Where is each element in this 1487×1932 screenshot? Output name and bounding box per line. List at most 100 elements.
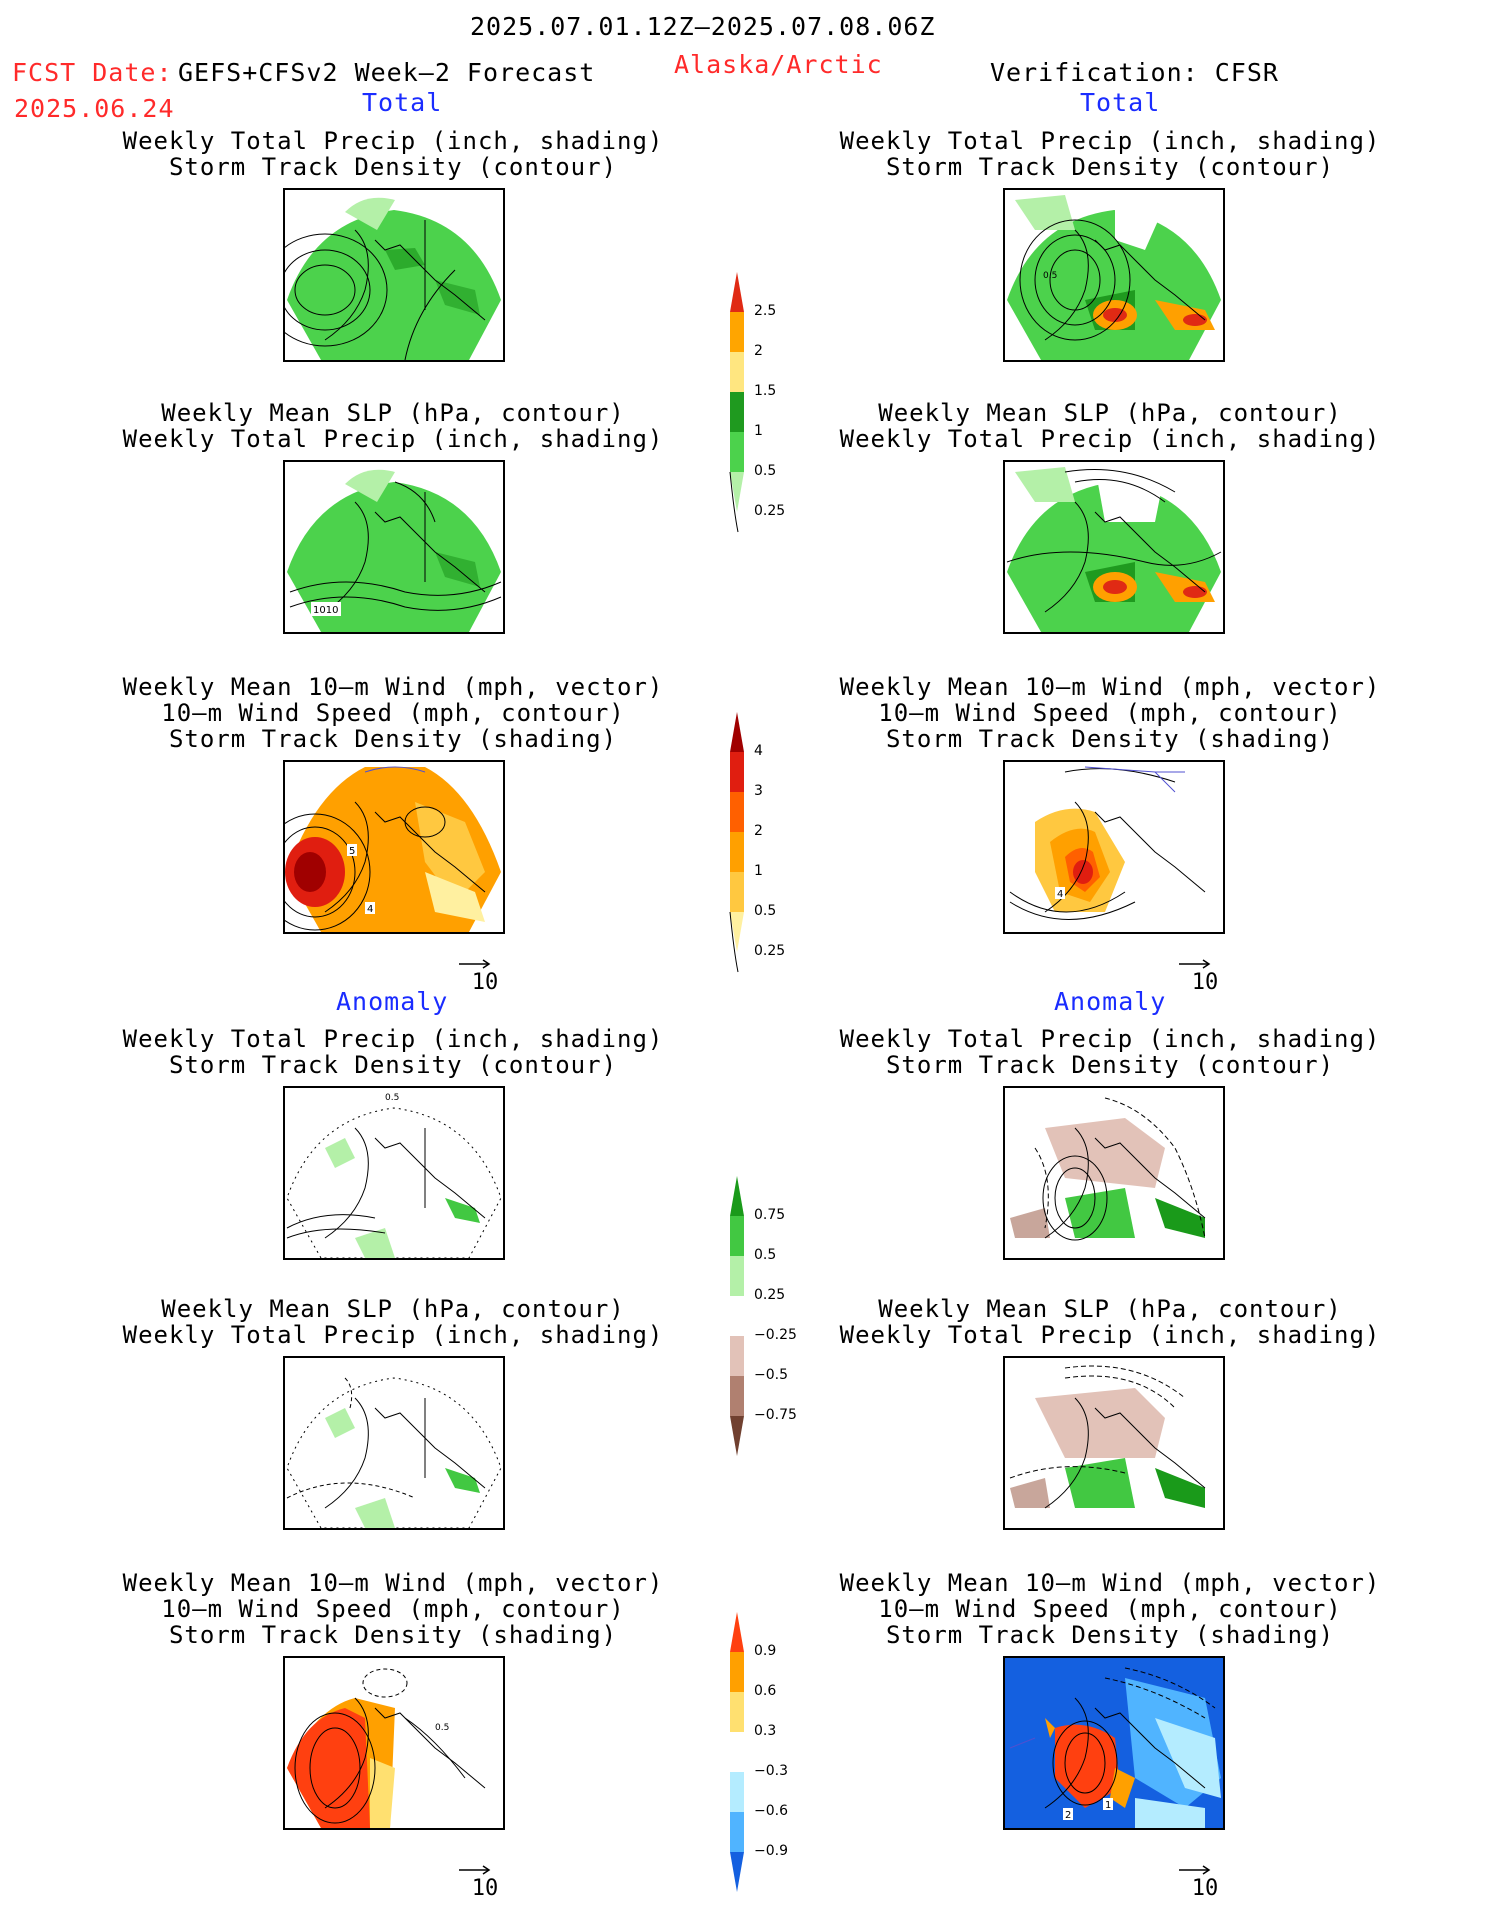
colorbar-tick-label: 2: [754, 823, 763, 839]
colorbar-swatch: [730, 872, 744, 912]
title-line: Weekly Total Precip (inch, shading): [839, 1025, 1381, 1053]
colorbar-swatch: [730, 272, 744, 312]
colorbar-swatch: [730, 832, 744, 872]
colorbar-swatch: [730, 1336, 744, 1376]
title-line: 10–m Wind Speed (mph, contour): [161, 699, 625, 727]
colorbar-tick-label: 4: [754, 743, 763, 759]
vector-ref-label: 10: [471, 970, 499, 995]
colorbar-swatch: [730, 912, 744, 952]
map-fcst-total-precip-storm: [283, 188, 505, 362]
colorbar-swatch: [730, 1376, 744, 1416]
title-line: Weekly Mean 10–m Wind (mph, vector): [839, 1569, 1381, 1597]
vector-arrow-icon: [459, 1865, 491, 1875]
colorbar-tick-label: −0.75: [754, 1407, 797, 1423]
colorbar-tick-label: 1.5: [754, 383, 777, 399]
colorbar-swatch: [730, 1852, 744, 1892]
colorbar-tick-label: 0.5: [754, 903, 777, 919]
title-line: Weekly Mean SLP (hPa, contour): [878, 399, 1342, 427]
colorbar-tick-label: 0.5: [754, 1247, 777, 1263]
title-line: Weekly Total Precip (inch, shading): [839, 127, 1381, 155]
colorbar-swatch: [730, 1256, 744, 1296]
fcst-date-value: 2025.06.24: [14, 94, 175, 123]
title-line: Weekly Mean 10–m Wind (mph, vector): [122, 673, 664, 701]
title-line: Weekly Mean SLP (hPa, contour): [161, 1295, 625, 1323]
colorbar-tick-label: 0.75: [754, 1207, 786, 1223]
title-line: Weekly Total Precip (inch, shading): [122, 1025, 664, 1053]
colorbar-tick-label: −0.25: [754, 1327, 797, 1343]
colorbar-swatch: [730, 1176, 744, 1216]
vector-arrow-icon: [459, 959, 491, 969]
colorbar-swatches: [730, 1612, 744, 1892]
colorbar-swatch: [730, 432, 744, 472]
fcst-date-label: FCST Date:: [12, 58, 173, 87]
title-line: Weekly Total Precip (inch, shading): [122, 127, 664, 155]
region-label: Alaska/Arctic: [674, 50, 883, 79]
title-fcst-total-wind: Weekly Mean 10–m Wind (mph, vector) 10–m…: [93, 674, 693, 752]
colorbar-storm-total: 4 3 2 1 0.5 0.25: [728, 712, 808, 1002]
colorbar-tick-label: 1: [754, 423, 763, 439]
vector-ref-label: 10: [1191, 970, 1219, 995]
section-total-verification: Total: [1080, 88, 1161, 117]
colorbar-swatches: [730, 1176, 744, 1456]
title-line: Weekly Total Precip (inch, shading): [839, 425, 1381, 453]
colorbar-tick-label: 2: [754, 343, 763, 359]
wind-contour-label: 5: [349, 846, 355, 857]
colorbar-tick-label: 0.9: [754, 1643, 777, 1659]
forecast-period-title: 2025.07.01.12Z–2025.07.08.06Z: [470, 12, 936, 41]
vector-reference-obs-total: 10: [1175, 958, 1235, 995]
colorbar-tick-label: 3: [754, 783, 763, 799]
map-obs-anom-precip-storm: [1003, 1086, 1225, 1260]
section-anomaly-forecast: Anomaly: [336, 987, 449, 1016]
title-line: Storm Track Density (contour): [168, 1051, 618, 1079]
map-fcst-anom-slp-precip: [283, 1356, 505, 1530]
title-line: Storm Track Density (contour): [885, 153, 1335, 181]
colorbar-swatch: [730, 712, 744, 752]
colorbar-tail: [729, 471, 739, 533]
map-fcst-anom-precip-storm: 0.5: [283, 1086, 505, 1260]
colorbar-swatch: [730, 392, 744, 432]
vector-ref-label: 10: [1191, 1876, 1219, 1901]
colorbar-tick-label: 0.25: [754, 503, 786, 519]
colorbar-tick-label: −0.5: [754, 1367, 788, 1383]
title-line: Storm Track Density (contour): [168, 153, 618, 181]
map-obs-anom-slp-precip: [1003, 1356, 1225, 1530]
colorbar-storm-anom: 0.9 0.6 0.3 −0.3 −0.6 −0.9: [728, 1612, 808, 1902]
title-line: Weekly Mean SLP (hPa, contour): [161, 399, 625, 427]
colorbar-tick-label: −0.3: [754, 1763, 788, 1779]
title-line: Storm Track Density (shading): [885, 725, 1335, 753]
colorbar-precip-total: 2.5 2 1.5 1 0.5 0.25: [728, 272, 808, 562]
map-obs-anom-wind-storm: 2 1: [1003, 1656, 1225, 1830]
title-line: Storm Track Density (shading): [885, 1621, 1335, 1649]
section-anomaly-verification: Anomaly: [1054, 987, 1167, 1016]
section-total-forecast: Total: [362, 88, 443, 117]
map-fcst-anom-wind-storm: 0.5: [283, 1656, 505, 1830]
colorbar-tick-label: 0.6: [754, 1683, 777, 1699]
colorbar-tick-label: 0.25: [754, 943, 786, 959]
title-line: Storm Track Density (shading): [168, 725, 618, 753]
colorbar-swatch: [730, 1772, 744, 1812]
colorbar-swatch: [730, 1732, 744, 1772]
colorbar-tick-label: −0.6: [754, 1803, 788, 1819]
map-fcst-total-wind-storm: 5 4: [283, 760, 505, 934]
title-line: Weekly Total Precip (inch, shading): [122, 425, 664, 453]
colorbar-tick-label: −0.9: [754, 1843, 788, 1859]
colorbar-swatch: [730, 312, 744, 352]
vector-arrow-icon: [1179, 1865, 1211, 1875]
colorbar-swatch: [730, 1216, 744, 1256]
colorbar-tick-label: 1: [754, 863, 763, 879]
title-line: Weekly Mean SLP (hPa, contour): [878, 1295, 1342, 1323]
colorbar-tick-label: 2.5: [754, 303, 777, 319]
map-fcst-total-slp-precip: 1010: [283, 460, 505, 634]
vector-reference-obs-anom: 10: [1175, 1864, 1235, 1901]
wind-anom-contour-label: 2: [1065, 1810, 1071, 1821]
colorbar-tick-label: 0.3: [754, 1723, 777, 1739]
colorbar-swatches: [729, 272, 744, 533]
vector-reference-fcst-total: 10: [455, 958, 515, 995]
title-fcst-anom-wind: Weekly Mean 10–m Wind (mph, vector) 10–m…: [93, 1570, 693, 1648]
map-obs-total-precip-storm: 0.5: [1003, 188, 1225, 362]
colorbar-swatch: [730, 1652, 744, 1692]
title-line: 10–m Wind Speed (mph, contour): [878, 699, 1342, 727]
title-obs-anom-precip: Weekly Total Precip (inch, shading) Stor…: [810, 1026, 1410, 1078]
title-line: Storm Track Density (shading): [168, 1621, 618, 1649]
map-obs-total-slp-precip: [1003, 460, 1225, 634]
